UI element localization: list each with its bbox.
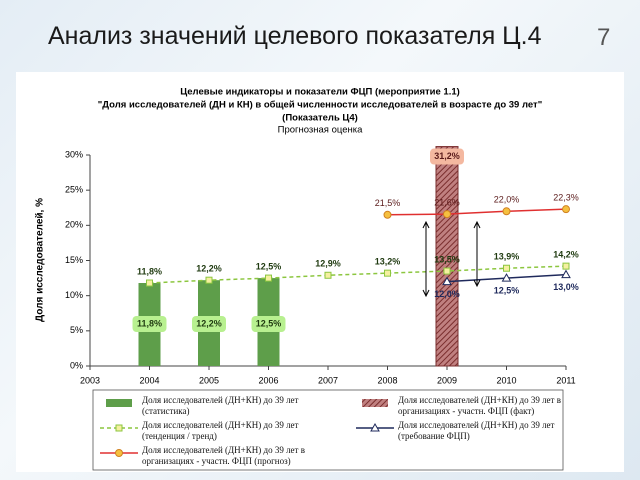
marker <box>205 276 213 284</box>
x-tick-label: 2004 <box>139 375 159 385</box>
data-label: 22,3% <box>553 193 579 203</box>
x-tick-label: 2009 <box>437 375 457 385</box>
chart-subtitle: Прогнозная оценка <box>278 125 363 136</box>
legend-label: Доля исследователей (ДН+КН) до 39 лет (с… <box>142 395 299 416</box>
marker <box>443 210 451 219</box>
data-label: 11,8% <box>137 266 162 276</box>
x-tick-label: 2007 <box>318 375 338 385</box>
legend-marker <box>115 424 123 432</box>
marker <box>384 269 391 277</box>
y-tick-label: 25% <box>65 185 83 195</box>
y-tick-label: 30% <box>65 149 83 159</box>
data-label: 12,5% <box>256 318 282 328</box>
data-label-box <box>132 316 167 332</box>
data-label: 11,8% <box>137 318 162 328</box>
legend-marker <box>370 422 380 432</box>
marker <box>562 205 570 214</box>
data-label-box <box>192 316 226 332</box>
marker <box>561 269 571 279</box>
legend-swatch <box>362 399 388 407</box>
legend-swatch <box>106 399 132 407</box>
chart-title: Целевые индикаторы и показатели ФЦП (мер… <box>180 87 460 98</box>
legend-box <box>92 389 564 471</box>
data-label: 21,6% <box>434 197 460 207</box>
data-label: 14,2% <box>553 250 579 260</box>
marker <box>383 210 392 219</box>
y-tick-label: 0% <box>70 360 83 370</box>
series-line <box>387 208 567 216</box>
y-tick-label: 5% <box>70 325 83 335</box>
data-label: 22,0% <box>494 195 520 205</box>
x-tick-label: 2008 <box>377 375 397 385</box>
data-label: 13,5% <box>434 254 460 264</box>
x-tick-label: 2003 <box>80 375 100 385</box>
legend-label: Доля исследователей (ДН+КН) до 39 лет (т… <box>398 420 555 441</box>
marker <box>562 262 570 270</box>
legend-label: Доля исследователей (ДН+КН) до 39 лет (т… <box>142 420 299 441</box>
marker <box>501 273 512 282</box>
data-label: 12,5% <box>256 261 282 271</box>
data-label-box <box>430 148 464 165</box>
legend-label: Доля исследователей (ДН+КН) до 39 лет в … <box>142 445 305 466</box>
arrow-head <box>422 289 430 298</box>
data-label: 12,2% <box>196 318 222 328</box>
x-tick-label: 2011 <box>556 375 575 385</box>
chart-subtitle: (Показатель Ц4) <box>282 113 358 124</box>
y-tick-label: 15% <box>65 255 83 265</box>
data-label: 21,5% <box>375 198 401 208</box>
legend-marker <box>115 449 123 457</box>
x-tick-label: 2006 <box>258 375 278 385</box>
marker <box>502 207 511 216</box>
data-label: 12,5% <box>494 285 520 295</box>
legend-label: Доля исследователей (ДН+КН) до 39 лет в … <box>398 395 561 416</box>
marker <box>324 271 332 279</box>
data-label-box <box>251 316 286 332</box>
marker <box>146 279 153 287</box>
marker <box>442 276 452 286</box>
data-label: 13,0% <box>553 282 579 292</box>
bar <box>435 146 459 367</box>
y-tick-label: 20% <box>65 220 83 230</box>
chart-subtitle: "Доля исследователей (ДН и КН) в общей ч… <box>98 100 542 111</box>
x-tick-label: 2005 <box>199 375 219 385</box>
slide-title: Анализ значений целевого показателя Ц.4 <box>48 22 542 50</box>
arrow-head <box>473 220 481 229</box>
data-label: 31,2% <box>434 151 460 161</box>
y-tick-label: 10% <box>65 290 83 300</box>
data-label: 12,9% <box>315 259 341 269</box>
y-axis-title: Доля исследователей, % <box>35 198 46 322</box>
data-label: 12,2% <box>196 264 222 274</box>
marker <box>443 267 451 275</box>
arrow-head <box>422 220 430 229</box>
data-label: 12,0% <box>434 289 460 299</box>
arrow-head <box>473 279 481 288</box>
x-tick-label: 2010 <box>496 375 516 385</box>
data-label: 13,2% <box>375 257 401 267</box>
slide-number: 7 <box>597 24 611 51</box>
marker <box>503 264 510 272</box>
data-label: 13,9% <box>494 252 520 262</box>
marker <box>265 274 272 282</box>
